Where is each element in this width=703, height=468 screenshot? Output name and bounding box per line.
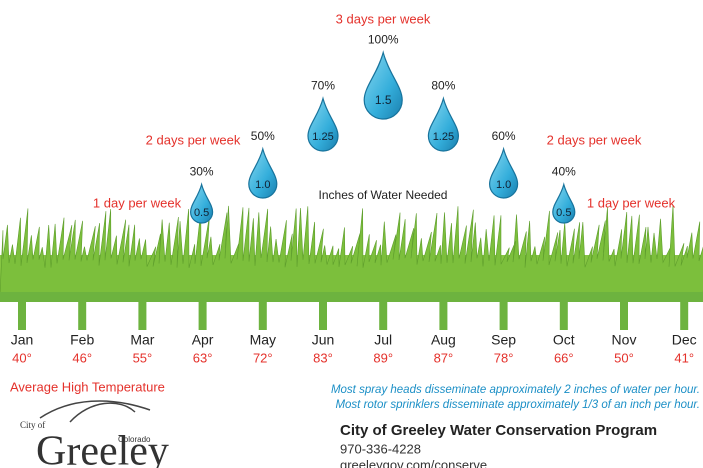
drop-inches: 1.5 — [375, 93, 392, 107]
month-label: Oct — [553, 332, 575, 348]
drop-caption: Inches of Water Needed — [319, 188, 448, 202]
temperature: 72° — [253, 350, 273, 365]
drop-inches: 1.25 — [312, 131, 333, 143]
contact-title: City of Greeley Water Conservation Progr… — [340, 422, 657, 439]
temperature: 78° — [494, 350, 514, 365]
temperature: 83° — [313, 350, 333, 365]
water-drop — [428, 99, 458, 152]
drop-percent: 30% — [190, 165, 214, 179]
frequency-label: 3 days per week — [336, 11, 431, 26]
drop-percent: 70% — [311, 79, 335, 93]
grass — [0, 205, 703, 295]
post — [560, 302, 568, 330]
temperature-caption: Average High Temperature — [10, 379, 165, 394]
note: Most rotor sprinklers disseminate approx… — [335, 399, 700, 411]
logo-swoosh — [40, 401, 150, 422]
post — [379, 302, 387, 330]
month-label: Aug — [431, 332, 456, 348]
frequency-label: 2 days per week — [547, 132, 642, 147]
drop-inches: 0.5 — [194, 207, 209, 219]
post — [319, 302, 327, 330]
post — [439, 302, 447, 330]
month-label: Jul — [374, 332, 392, 348]
month-label: Feb — [70, 332, 94, 348]
post — [18, 302, 26, 330]
temperature: 50° — [614, 350, 634, 365]
grass-blades — [0, 205, 703, 295]
temperature: 46° — [72, 350, 92, 365]
frequency-label: 2 days per week — [146, 132, 241, 147]
month-label: Jan — [11, 332, 34, 348]
temperature: 66° — [554, 350, 574, 365]
contact-phone: 970-336-4228 — [340, 441, 421, 456]
drop-percent: 40% — [552, 165, 576, 179]
drop-percent: 60% — [492, 129, 516, 143]
contact-web: greeleygov.com/conserve — [340, 457, 487, 468]
temperature: 63° — [193, 350, 213, 365]
note: Most spray heads disseminate approximate… — [331, 384, 700, 396]
post — [259, 302, 267, 330]
temperature: 41° — [674, 350, 694, 365]
temperature: 87° — [434, 350, 454, 365]
temperature: 55° — [133, 350, 153, 365]
month-label: Sep — [491, 332, 516, 348]
post — [78, 302, 86, 330]
frequency-label: 1 day per week — [93, 195, 182, 210]
post — [500, 302, 508, 330]
drop-inches: 0.5 — [556, 207, 571, 219]
drop-percent: 50% — [251, 129, 275, 143]
drop-inches: 1.0 — [496, 179, 511, 191]
water-drop — [364, 53, 402, 120]
month-label: Apr — [192, 332, 214, 348]
drop-percent: 80% — [431, 79, 455, 93]
temperature: 40° — [12, 350, 32, 365]
frequency-label: 1 day per week — [587, 195, 676, 210]
month-label: Nov — [612, 332, 637, 348]
ground-bar — [0, 292, 703, 302]
post — [138, 302, 146, 330]
month-label: May — [250, 332, 276, 348]
month-label: Jun — [312, 332, 335, 348]
logo: City of Colorado Greeley — [20, 401, 169, 468]
drop-inches: 1.0 — [255, 179, 270, 191]
post — [199, 302, 207, 330]
drop-percent: 100% — [368, 33, 399, 47]
post — [680, 302, 688, 330]
temperature: 89° — [373, 350, 393, 365]
drop-inches: 1.25 — [433, 131, 454, 143]
post — [620, 302, 628, 330]
water-drop — [308, 99, 338, 152]
month-label: Mar — [130, 332, 154, 348]
infographic: 3 days per week 2 days per week 2 days p… — [0, 0, 703, 468]
month-label: Dec — [672, 332, 697, 348]
logo-name: Greeley — [36, 429, 169, 468]
